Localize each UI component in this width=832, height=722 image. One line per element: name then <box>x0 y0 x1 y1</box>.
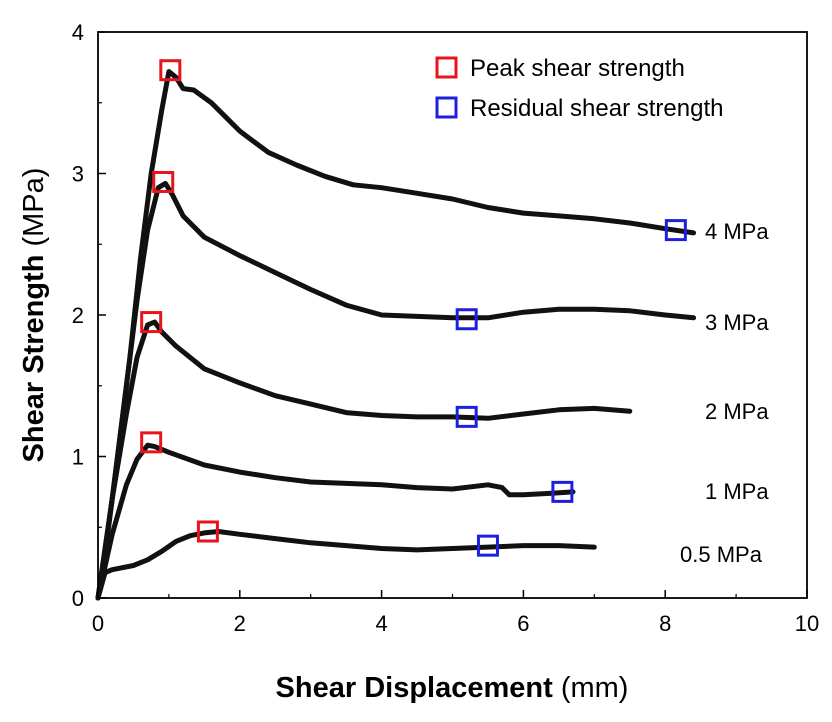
x-tick-label-2: 4 <box>375 611 387 636</box>
y-ticks-group: 0 1 2 3 4 <box>72 20 106 611</box>
peak-marker-2 <box>140 311 163 334</box>
y-tick-label-2: 2 <box>72 303 84 328</box>
x-ticks-group: 0 2 4 6 8 10 <box>92 590 819 636</box>
curve-label-2mpa: 2 MPa <box>705 399 769 424</box>
curve-label-4mpa: 4 MPa <box>705 219 769 244</box>
residual-marker-0 <box>664 219 687 242</box>
peak-marker-0 <box>159 59 182 82</box>
legend-peak-label: Peak shear strength <box>470 55 685 82</box>
peak-marker-3 <box>140 431 163 454</box>
x-axis-title-unit: (mm) <box>553 672 629 704</box>
residual-marker-4 <box>476 534 499 557</box>
residual-marker-1 <box>455 308 478 331</box>
y-tick-label-4: 4 <box>72 20 84 45</box>
peak-marker-4 <box>196 520 219 543</box>
residual-marker-2 <box>455 405 478 428</box>
y-tick-label-0: 0 <box>72 586 84 611</box>
curve-label-3mpa: 3 MPa <box>705 310 769 335</box>
y-tick-label-3: 3 <box>72 162 84 187</box>
residual-marker-3 <box>551 480 574 503</box>
x-tick-label-4: 8 <box>659 611 671 636</box>
legend-peak-marker <box>435 56 458 79</box>
x-axis-title-main: Shear Displacement <box>276 672 554 704</box>
y-axis-title-main: Shear Strength <box>18 255 50 463</box>
x-tick-label-1: 2 <box>234 611 246 636</box>
peak-marker-1 <box>152 170 175 193</box>
series-line-3 <box>95 442 576 601</box>
y-axis-title-unit: (MPa) <box>18 168 50 255</box>
legend-residual-label: Residual shear strength <box>470 95 723 122</box>
series-line-4 <box>95 529 597 601</box>
series-line-2 <box>95 319 633 601</box>
x-tick-label-3: 6 <box>517 611 529 636</box>
curve-label-1mpa: 1 MPa <box>705 479 769 504</box>
series-line-0 <box>95 69 697 601</box>
legend: Peak shear strength Residual shear stren… <box>435 55 723 122</box>
x-tick-label-5: 10 <box>795 611 819 636</box>
legend-residual-marker <box>435 96 458 119</box>
series-line-1 <box>95 180 697 601</box>
y-tick-label-1: 1 <box>72 445 84 470</box>
x-axis-title: Shear Displacement (mm) <box>276 672 629 704</box>
markers-group <box>140 59 687 557</box>
y-axis-title: Shear Strength (MPa) <box>18 168 50 463</box>
curve-label-0-5mpa: 0.5 MPa <box>680 542 763 567</box>
x-tick-label-0: 0 <box>92 611 104 636</box>
curves-group <box>95 69 697 601</box>
